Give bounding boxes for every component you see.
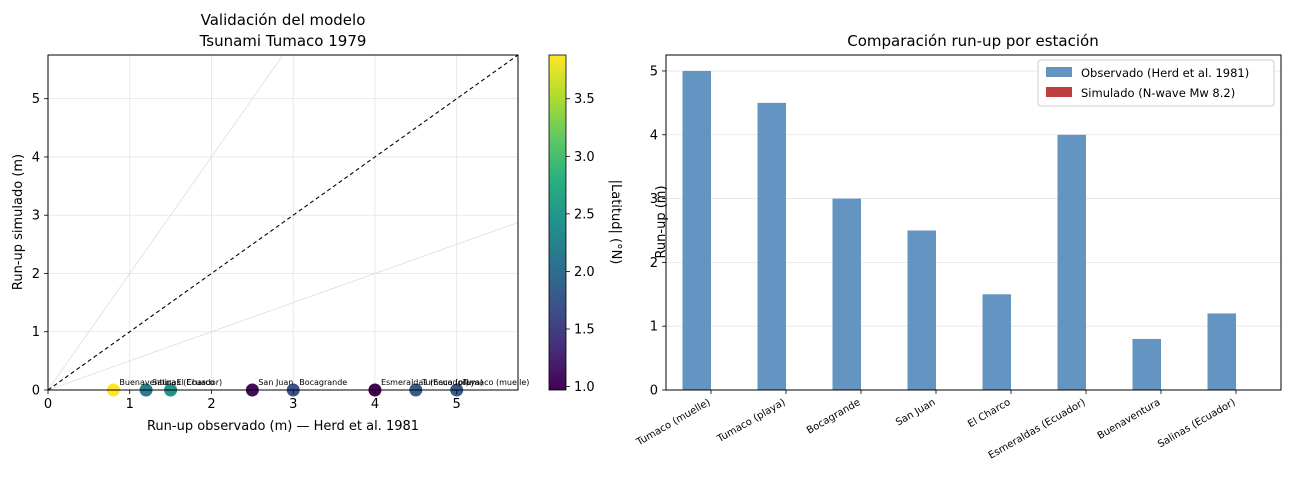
bar-x-tick-label: Salinas (Ecuador) [1156, 397, 1237, 450]
scatter-point-label: Bocagrande [299, 378, 347, 387]
bar-x-tick-label: Buenaventura [1096, 397, 1163, 442]
legend-swatch-simulado [1046, 87, 1072, 97]
scatter-title-line1: Validación del modelo [201, 11, 366, 29]
bar-legend: Observado (Herd et al. 1981) Simulado (N… [1037, 59, 1275, 107]
bar-y-tick-label: 0 [650, 384, 658, 399]
bar-observado-herd-et-al-1981-salinas-ecuador [1207, 313, 1236, 390]
scatter-reference-lines [48, 55, 518, 390]
scatter-x-tick-label: 1 [126, 397, 134, 412]
colorbar-label: |Latitud| (°N) [608, 180, 623, 265]
legend-label-simulado: Simulado (N-wave Mw 8.2) [1081, 86, 1235, 100]
reference-line-half [48, 222, 518, 390]
scatter-x-tick-label: 4 [371, 397, 379, 412]
bar-chart-title: Comparación run-up por estación [847, 32, 1098, 50]
scatter-x-tick-label: 2 [207, 397, 215, 412]
bar-observado-herd-et-al-1981-esmeraldas-ecuador [1057, 134, 1086, 390]
bar-y-tick-label: 5 [650, 64, 658, 79]
reference-line-identity [48, 55, 518, 390]
bar-x-tick-label: San Juan [894, 397, 937, 428]
bar-y-tick-label: 1 [650, 320, 658, 335]
legend-label-observado: Observado (Herd et al. 1981) [1081, 66, 1249, 80]
bar-chart: Comparación run-up por estación 0 1 2 3 4 5 T… [634, 32, 1282, 462]
scatter-x-label: Run-up observado (m) — Herd et al. 1981 [147, 419, 419, 434]
scatter-y-tick-label: 4 [32, 150, 40, 165]
bar-observado-herd-et-al-1981-tumaco-playa [757, 102, 786, 390]
colorbar-tick-label: 1.5 [574, 322, 595, 337]
bar-x-tick-label: Tumaco (playa) [715, 397, 788, 445]
scatter-y-label: Run-up simulado (m) [11, 154, 26, 290]
scatter-point-label: Esmeraldas (Ecuador) [381, 378, 469, 387]
colorbar-tick-label: 3.0 [574, 150, 595, 165]
scatter-title-line2: Tsunami Tumaco 1979 [199, 32, 367, 50]
bar-observado-herd-et-al-1981-tumaco-muelle [682, 70, 711, 390]
bar-observado-herd-et-al-1981-buenaventura [1132, 338, 1161, 390]
bar-observado-herd-et-al-1981-san-juan [907, 230, 936, 390]
scatter-y-tick-label: 1 [32, 325, 40, 340]
scatter-y-tick-label: 5 [32, 92, 40, 107]
bar-y-ticks: 0 1 2 3 4 5 [650, 64, 666, 399]
scatter-x-tick-label: 3 [289, 397, 297, 412]
scatter-point-label: Tumaco (muelle) [462, 378, 530, 387]
scatter-point-label: Salinas (Ecuador) [152, 378, 222, 387]
scatter-point-label: Tumaco (playa) [421, 378, 483, 387]
scatter-point-label: El Charco [177, 378, 215, 387]
reference-line-double [48, 55, 284, 390]
legend-swatch-observado [1046, 67, 1072, 77]
scatter-point-labels: Tumaco (muelle)Tumaco (playa) Bocagrande S… [119, 378, 529, 387]
colorbar-tick-label: 2.5 [574, 207, 595, 222]
scatter-plot-frame [47, 54, 519, 391]
bar-y-label: Run-up (m) [654, 185, 669, 258]
bar-y-tick-label: 4 [650, 128, 658, 143]
legend-frame [1037, 59, 1275, 107]
scatter-x-tick-label: 0 [44, 397, 52, 412]
bar-x-ticks: Tumaco (muelle) Tumaco (playa) Bocagrande S… [634, 390, 1238, 462]
scatter-x-ticks: 0 1 2 3 4 5 [44, 390, 461, 412]
scatter-x-tick-label: 5 [453, 397, 461, 412]
scatter-y-tick-label: 2 [32, 267, 40, 282]
bar-observado-herd-et-al-1981-bocagrande [832, 198, 861, 390]
scatter-chart: Validación del modelo Tsunami Tumaco 197… [11, 11, 529, 434]
colorbar-gradient [548, 54, 567, 391]
scatter-point-label: San Juan [258, 378, 293, 387]
scatter-y-tick-label: 3 [32, 209, 40, 224]
bar-x-tick-label: Bocagrande [805, 397, 862, 437]
scatter-y-tick-label: 0 [32, 384, 40, 399]
bar-y-tick-label: 3 [650, 192, 658, 207]
colorbar-ticks: 1.0 1.5 2.0 2.5 3.0 3.5 [566, 92, 595, 395]
scatter-point-label: Buenaventura [119, 378, 176, 387]
colorbar-tick-label: 3.5 [574, 92, 595, 107]
colorbar-tick-label: 2.0 [574, 265, 595, 280]
bar-y-tick-label: 2 [650, 256, 658, 271]
colorbar: 1.0 1.5 2.0 2.5 3.0 3.5 |Latitud| (°N) [548, 54, 623, 395]
bars [682, 70, 1236, 390]
colorbar-tick-label: 1.0 [574, 380, 595, 395]
bar-x-tick-label: Tumaco (muelle) [634, 397, 713, 449]
bar-plot-frame [665, 54, 1282, 391]
scatter-y-ticks: 0 1 2 3 4 5 [32, 92, 48, 399]
bar-observado-herd-et-al-1981-el-charco [982, 294, 1011, 390]
bar-x-tick-label: El Charco [966, 397, 1012, 430]
